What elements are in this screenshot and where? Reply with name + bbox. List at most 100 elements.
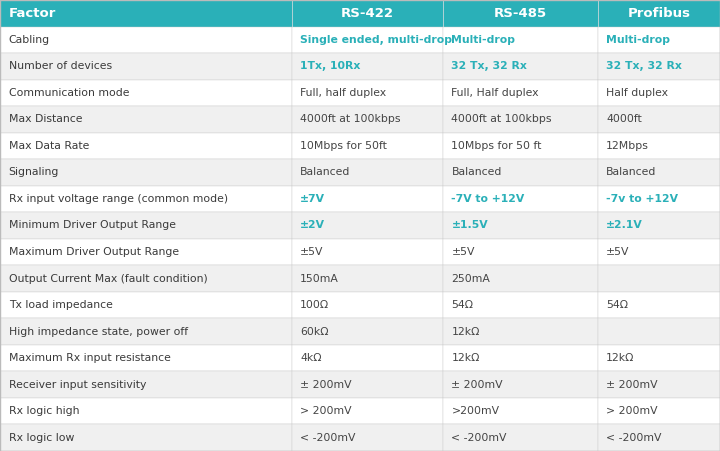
- Bar: [443, 79, 598, 106]
- Bar: [598, 398, 720, 424]
- Text: Multi-drop: Multi-drop: [451, 35, 516, 45]
- Bar: [598, 133, 720, 159]
- Bar: [0, 398, 292, 424]
- Bar: [292, 318, 443, 345]
- Text: < -200mV: < -200mV: [300, 433, 356, 443]
- Bar: [0, 239, 292, 265]
- Text: 60kΩ: 60kΩ: [300, 327, 329, 336]
- Bar: [0, 345, 292, 372]
- Bar: [0, 372, 292, 398]
- Bar: [443, 398, 598, 424]
- Bar: [292, 27, 443, 53]
- Text: 10Mbps for 50 ft: 10Mbps for 50 ft: [451, 141, 542, 151]
- Text: ± 200mV: ± 200mV: [606, 380, 658, 390]
- Bar: [598, 186, 720, 212]
- Bar: [443, 372, 598, 398]
- Text: 12kΩ: 12kΩ: [451, 353, 480, 363]
- Text: Full, half duplex: Full, half duplex: [300, 88, 387, 98]
- Text: Factor: Factor: [9, 7, 56, 20]
- Text: 4kΩ: 4kΩ: [300, 353, 322, 363]
- Bar: [598, 79, 720, 106]
- Text: Maximum Driver Output Range: Maximum Driver Output Range: [9, 247, 179, 257]
- Bar: [292, 345, 443, 372]
- Bar: [292, 0, 443, 27]
- Text: ±7V: ±7V: [300, 194, 325, 204]
- Bar: [0, 0, 292, 27]
- Bar: [443, 424, 598, 451]
- Text: 4000ft at 100kbps: 4000ft at 100kbps: [451, 115, 552, 124]
- Bar: [443, 133, 598, 159]
- Text: Rx input voltage range (common mode): Rx input voltage range (common mode): [9, 194, 228, 204]
- Text: Communication mode: Communication mode: [9, 88, 129, 98]
- Bar: [598, 53, 720, 79]
- Bar: [443, 265, 598, 292]
- Text: Profibus: Profibus: [627, 7, 690, 20]
- Text: 10Mbps for 50ft: 10Mbps for 50ft: [300, 141, 387, 151]
- Bar: [443, 0, 598, 27]
- Bar: [443, 212, 598, 239]
- Bar: [598, 106, 720, 133]
- Bar: [598, 159, 720, 186]
- Text: Max Distance: Max Distance: [9, 115, 82, 124]
- Text: Number of devices: Number of devices: [9, 61, 112, 71]
- Bar: [443, 186, 598, 212]
- Bar: [292, 239, 443, 265]
- Text: RS-485: RS-485: [494, 7, 546, 20]
- Text: Tx load impedance: Tx load impedance: [9, 300, 112, 310]
- Bar: [292, 398, 443, 424]
- Bar: [292, 424, 443, 451]
- Text: ±2.1V: ±2.1V: [606, 221, 643, 230]
- Bar: [598, 345, 720, 372]
- Bar: [0, 186, 292, 212]
- Text: 4000ft: 4000ft: [606, 115, 642, 124]
- Bar: [292, 292, 443, 318]
- Text: -7V to +12V: -7V to +12V: [451, 194, 525, 204]
- Text: 12kΩ: 12kΩ: [451, 327, 480, 336]
- Bar: [0, 27, 292, 53]
- Bar: [443, 53, 598, 79]
- Text: 54Ω: 54Ω: [606, 300, 629, 310]
- Text: ±2V: ±2V: [300, 221, 325, 230]
- Bar: [292, 372, 443, 398]
- Text: ±5V: ±5V: [451, 247, 475, 257]
- Bar: [598, 424, 720, 451]
- Bar: [443, 106, 598, 133]
- Text: 54Ω: 54Ω: [451, 300, 474, 310]
- Text: Max Data Rate: Max Data Rate: [9, 141, 89, 151]
- Text: < -200mV: < -200mV: [606, 433, 662, 443]
- Bar: [598, 292, 720, 318]
- Bar: [0, 79, 292, 106]
- Text: Multi-drop: Multi-drop: [606, 35, 670, 45]
- Text: ±1.5V: ±1.5V: [451, 221, 488, 230]
- Bar: [292, 159, 443, 186]
- Text: > 200mV: > 200mV: [606, 406, 658, 416]
- Text: Maximum Rx input resistance: Maximum Rx input resistance: [9, 353, 171, 363]
- Text: 4000ft at 100kbps: 4000ft at 100kbps: [300, 115, 401, 124]
- Bar: [598, 0, 720, 27]
- Bar: [0, 424, 292, 451]
- Text: < -200mV: < -200mV: [451, 433, 507, 443]
- Text: RS-422: RS-422: [341, 7, 394, 20]
- Bar: [292, 79, 443, 106]
- Text: 32 Tx, 32 Rx: 32 Tx, 32 Rx: [606, 61, 682, 71]
- Text: 12Mbps: 12Mbps: [606, 141, 649, 151]
- Text: Receiver input sensitivity: Receiver input sensitivity: [9, 380, 146, 390]
- Bar: [0, 133, 292, 159]
- Text: 32 Tx, 32 Rx: 32 Tx, 32 Rx: [451, 61, 527, 71]
- Text: Balanced: Balanced: [300, 167, 351, 177]
- Text: Balanced: Balanced: [606, 167, 657, 177]
- Text: Rx logic high: Rx logic high: [9, 406, 79, 416]
- Bar: [443, 292, 598, 318]
- Text: Half duplex: Half duplex: [606, 88, 668, 98]
- Bar: [0, 159, 292, 186]
- Bar: [0, 106, 292, 133]
- Bar: [443, 239, 598, 265]
- Bar: [598, 318, 720, 345]
- Bar: [292, 212, 443, 239]
- Bar: [0, 265, 292, 292]
- Bar: [292, 265, 443, 292]
- Text: ± 200mV: ± 200mV: [451, 380, 503, 390]
- Text: ±5V: ±5V: [606, 247, 630, 257]
- Bar: [0, 318, 292, 345]
- Text: 150mA: 150mA: [300, 274, 339, 284]
